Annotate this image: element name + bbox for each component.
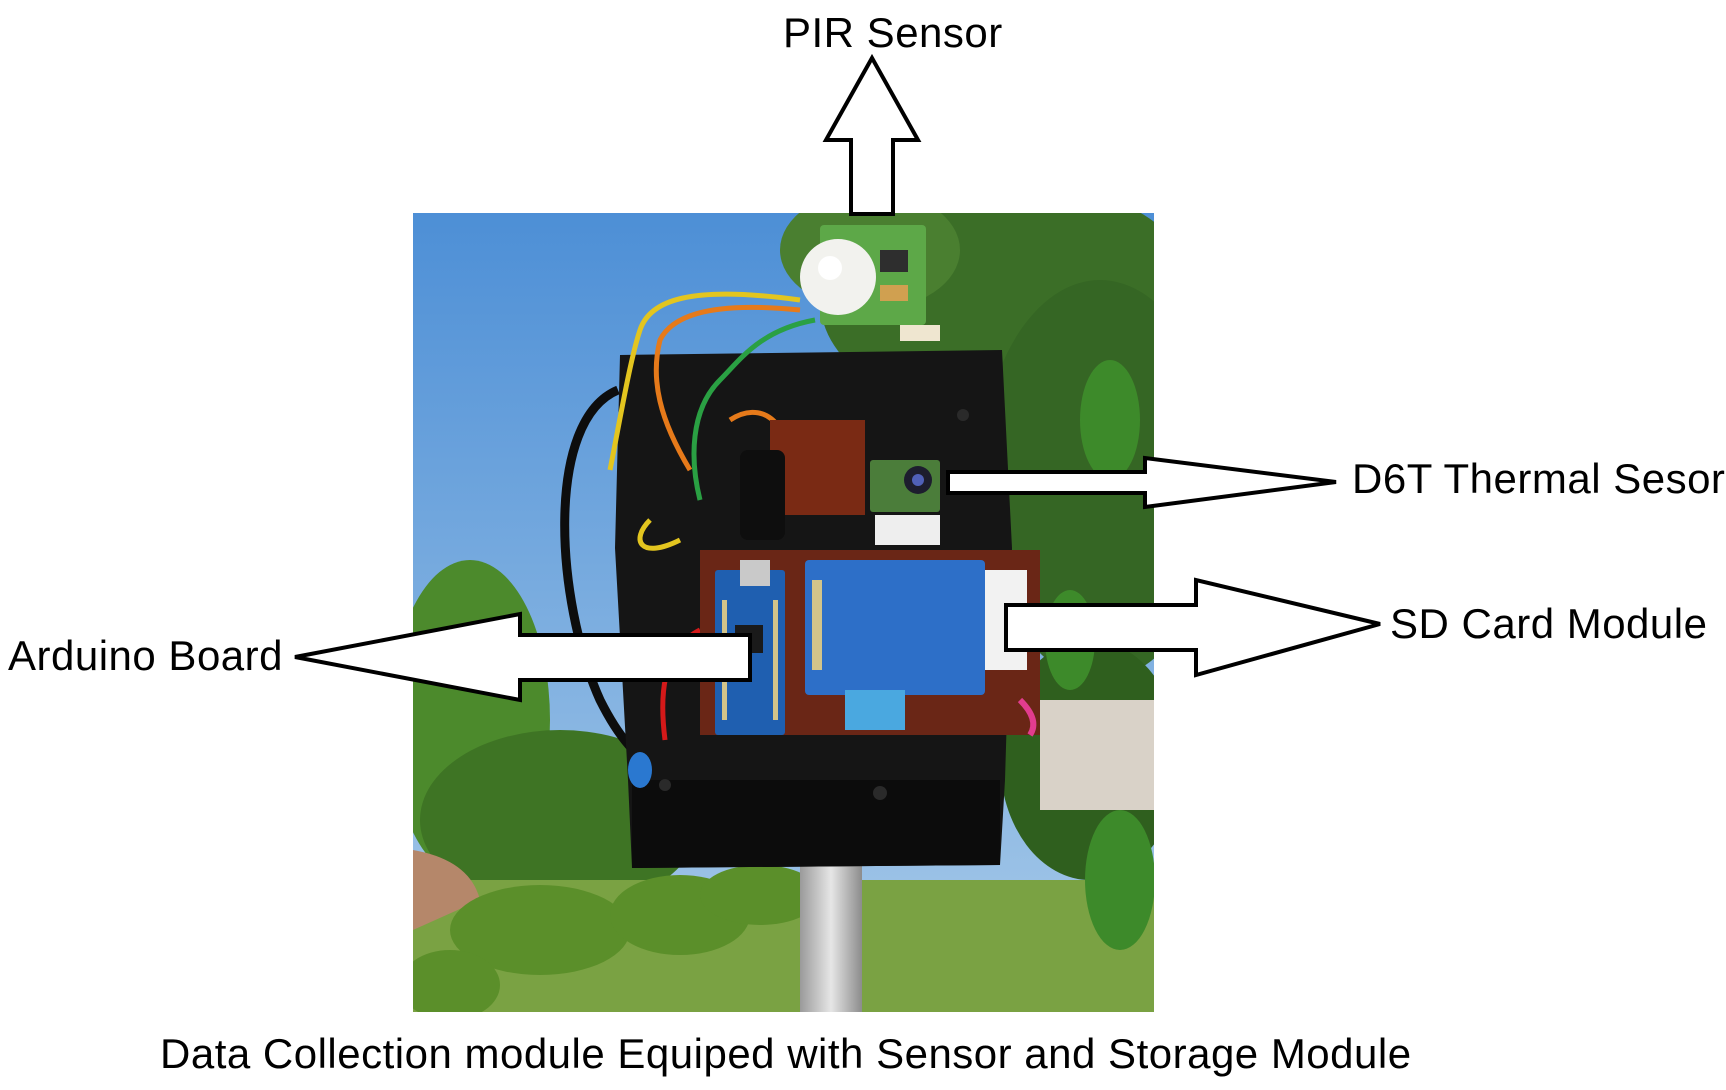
d6t-thermal-sensor-module — [870, 460, 940, 545]
arrow-pir-sensor — [822, 53, 922, 216]
label-d6t-thermal-sensor: D6T Thermal Sesor — [1352, 455, 1726, 502]
annotation-arrows — [294, 53, 1381, 703]
hedge-bushes — [413, 865, 820, 1012]
usb-connector — [740, 450, 785, 540]
pink-flower — [1017, 697, 1037, 737]
arrow-d6t-thermal-sensor — [946, 455, 1337, 510]
device-photo — [413, 213, 1154, 1012]
label-arduino-board: Arduino Board — [8, 632, 284, 679]
label-pir-sensor: PIR Sensor — [783, 9, 1003, 56]
pir-sensor-module — [800, 225, 940, 341]
path-ground — [413, 850, 480, 930]
background-fence — [1040, 700, 1154, 810]
arrow-sd-card-module — [1004, 577, 1381, 678]
figure-caption: Data Collection module Equiped with Sens… — [160, 1030, 1412, 1077]
capacitor — [628, 752, 652, 788]
sensor-wires — [607, 291, 816, 741]
arrow-arduino-board — [294, 611, 752, 703]
label-sd-card-module: SD Card Module — [1390, 600, 1708, 647]
proto-board-top — [770, 420, 865, 515]
mounting-pole — [800, 860, 862, 1012]
sd-card-module — [805, 560, 1027, 730]
